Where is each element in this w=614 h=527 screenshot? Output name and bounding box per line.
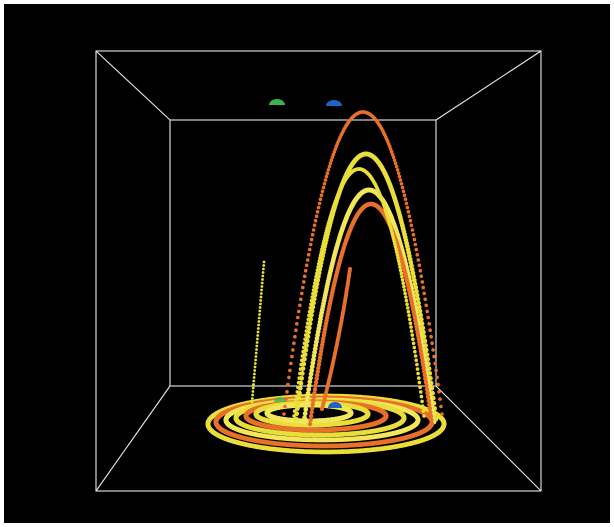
viewport[interactable] [4,4,610,523]
bounding-box [95,50,542,492]
box-edge [95,385,171,492]
arch-yellow-2 [301,187,437,425]
green-hemisphere-marker [269,99,285,105]
green-marker-bottom [274,397,286,402]
orange-strand [320,267,352,411]
yellow-strand-left [250,260,266,404]
arch-outer-orange [282,110,444,416]
box-front-face [95,50,542,492]
box-edge [435,50,542,121]
box-edge [95,50,171,121]
box-back-face [169,119,437,387]
arch-yellow-1 [293,151,439,422]
trajectories [205,110,447,455]
blue-hemisphere-marker-top [326,100,342,106]
blue-hemisphere-marker-bottom [328,402,342,408]
spiral-loop-2 [223,397,421,443]
arch-yellow-3 [292,167,426,418]
3d-scene[interactable] [4,4,610,523]
box-edge [435,385,542,492]
